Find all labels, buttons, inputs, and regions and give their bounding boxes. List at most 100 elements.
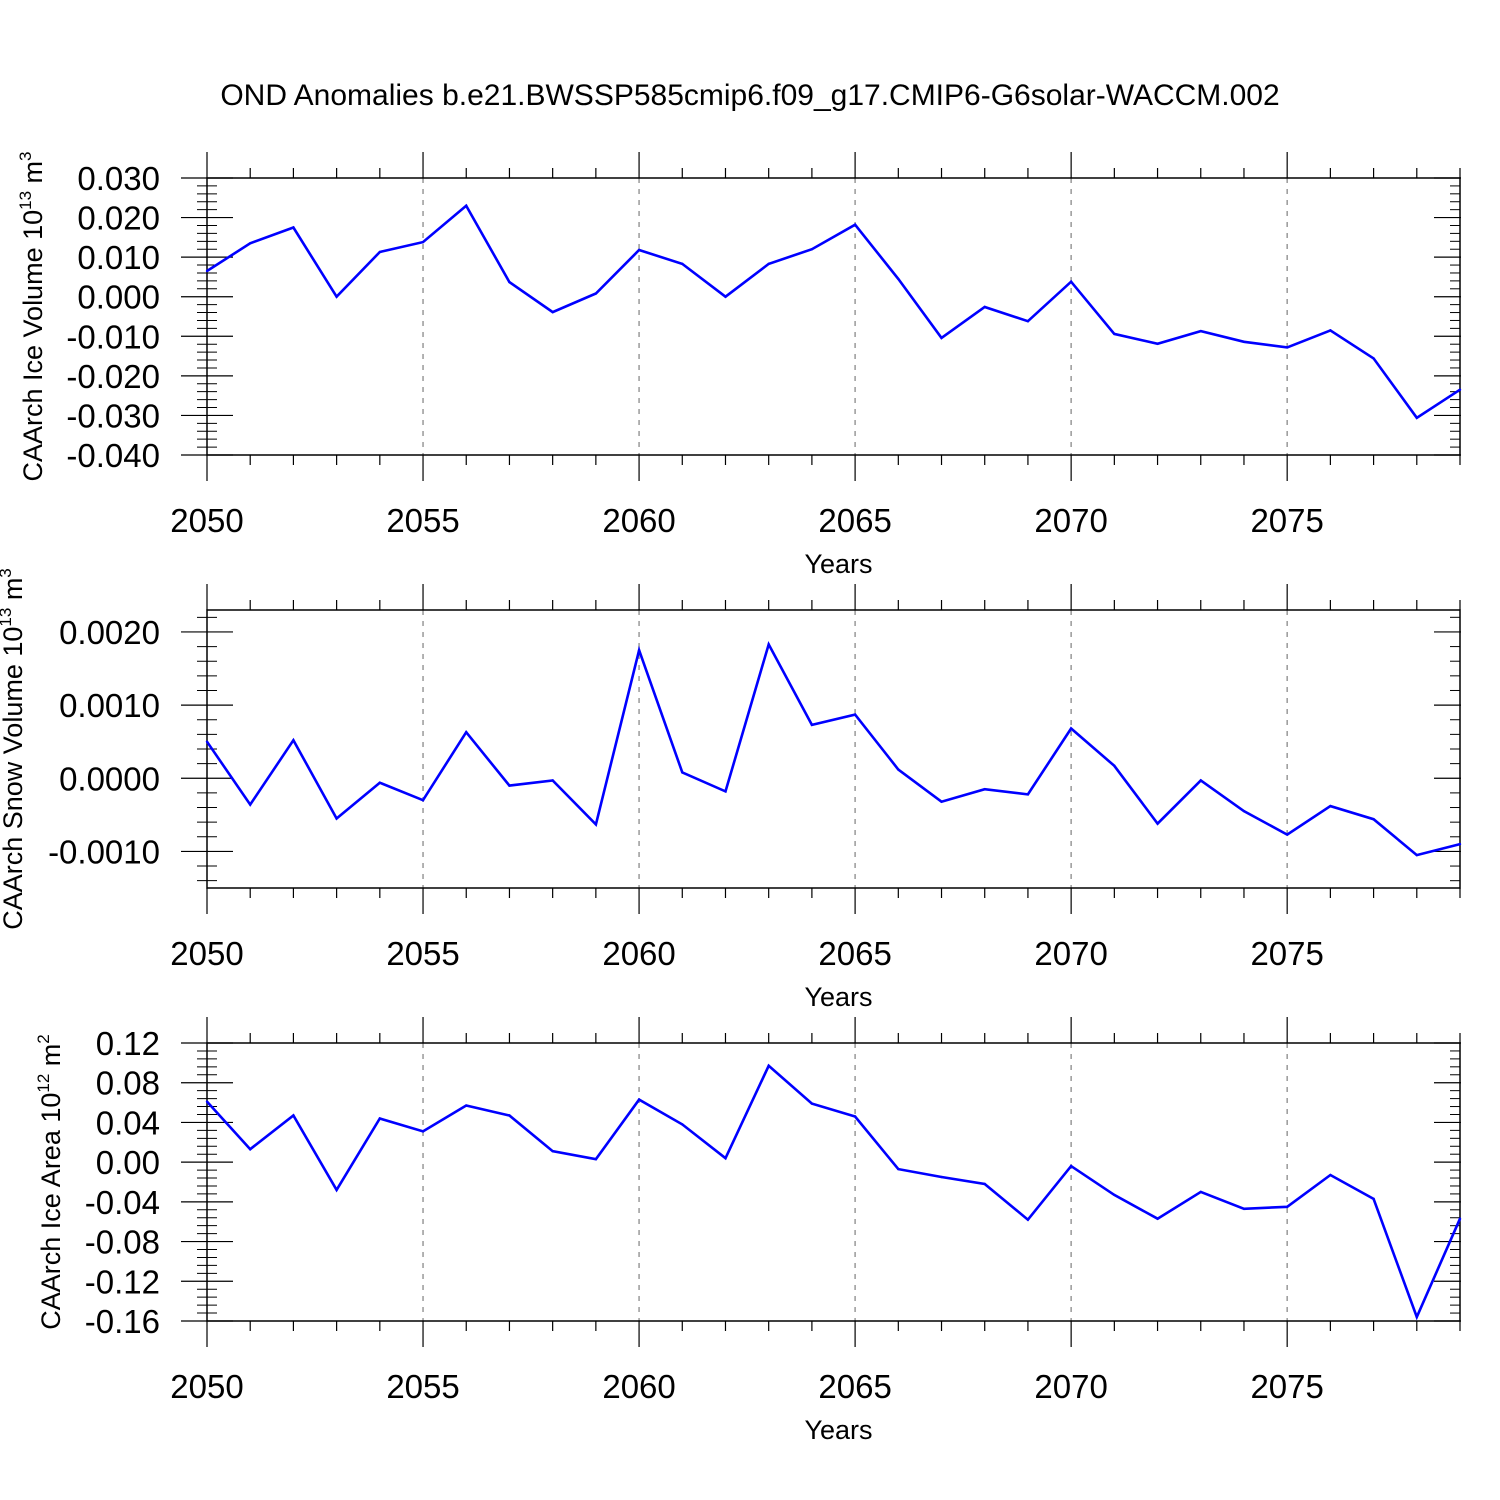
data-point [1199, 779, 1202, 782]
data-point [810, 723, 814, 727]
x-tick-label: 2065 [818, 1368, 891, 1405]
data-point [508, 784, 511, 787]
panel-1: 2050 2055 2060 2065 2070 2075-0.040-0.030-0.0… [16, 151, 1462, 579]
y-tick-label: -0.020 [66, 358, 160, 395]
data-point [1458, 388, 1462, 391]
data-point [810, 1102, 814, 1105]
x-tick-label: 2055 [386, 935, 459, 972]
data-point [335, 1188, 338, 1192]
data-point [897, 277, 900, 281]
data-point [1372, 357, 1375, 360]
data-point [465, 730, 468, 734]
data-point [594, 823, 598, 826]
y-tick-label: 0.020 [77, 200, 160, 237]
y-tick-label: 0.00 [96, 1144, 160, 1181]
x-tick-label: 2075 [1250, 1368, 1323, 1405]
data-point [292, 1114, 295, 1117]
panel-2: 2050 2055 2060 2065 2070 2075 -0.0010 0.0000 0.0… [0, 568, 1462, 1012]
data-point [1372, 1197, 1375, 1201]
x-tick-label: 2070 [1034, 502, 1107, 539]
data-point [1156, 342, 1159, 346]
y-axis-title-superscript: 3 [0, 568, 15, 577]
plot-frame [206, 177, 1461, 456]
data-point [292, 226, 295, 229]
data-point [767, 262, 770, 266]
data-point [767, 643, 770, 646]
y-axis-title: CAArch Ice Area 1012 m2 [34, 1034, 66, 1330]
data-point [594, 292, 598, 295]
data-point [465, 204, 468, 207]
y-axis-title-superscript: 2 [34, 1034, 53, 1043]
data-point [551, 779, 554, 782]
data-point [421, 799, 425, 802]
data-point [1026, 793, 1030, 796]
data-point [292, 739, 295, 742]
data-point [637, 1098, 641, 1101]
y-tick-label: -0.12 [85, 1263, 160, 1300]
y-tick-label: 0.08 [96, 1065, 160, 1102]
y-tick-label: -0.04 [85, 1184, 160, 1221]
data-point [1069, 727, 1073, 730]
data-point [1242, 809, 1246, 813]
data-point [724, 295, 727, 298]
y-tick-label: 0.000 [77, 279, 160, 316]
data-point [1285, 346, 1289, 349]
x-tick-label: 2065 [818, 502, 891, 539]
data-point [1026, 320, 1030, 323]
data-point [1329, 804, 1332, 808]
data-point [1415, 853, 1418, 857]
data-point [1069, 280, 1073, 283]
data-point [1199, 1190, 1202, 1194]
data-point [335, 295, 338, 298]
data-point [1156, 1217, 1159, 1220]
data-point [594, 1157, 598, 1161]
y-axis-title-superscript: 13 [0, 608, 15, 627]
data-point [421, 240, 425, 244]
y-tick-label: 0.0020 [59, 614, 160, 651]
x-tick-label: 2060 [602, 1368, 675, 1405]
y-tick-label: 0.12 [96, 1025, 160, 1062]
y-tick-label: 0.030 [77, 160, 160, 197]
series-line [205, 640, 1461, 857]
data-point [1329, 1173, 1332, 1177]
data-point [378, 1117, 382, 1120]
data-point [810, 248, 814, 251]
y-axis-title-part: m [18, 161, 48, 191]
y-tick-label: 0.04 [96, 1104, 160, 1141]
data-point [767, 1064, 770, 1068]
data-point [637, 248, 641, 252]
y-axis-title-part: m [36, 1044, 66, 1074]
y-axis-title: CAArch Snow Volume 1013 m3 [0, 568, 28, 930]
data-point [853, 1115, 857, 1118]
data-point [205, 1100, 209, 1103]
data-point [1415, 416, 1418, 420]
x-tick-label: 2050 [170, 502, 243, 539]
data-point [1113, 1193, 1116, 1197]
data-point [1372, 818, 1375, 821]
data-point [1242, 340, 1246, 344]
y-tick-label: -0.040 [66, 437, 160, 474]
y-axis-title-part: CAArch Ice Volume 10 [18, 210, 48, 482]
y-tick-label: -0.010 [66, 318, 160, 355]
data-point [508, 1114, 511, 1117]
data-point [637, 649, 641, 652]
data-point [205, 269, 209, 273]
data-point [1026, 1218, 1030, 1221]
data-point [940, 800, 943, 803]
data-point [897, 1167, 900, 1171]
x-tick-label: 2065 [818, 935, 891, 972]
data-point [205, 740, 209, 743]
x-tick-label: 2050 [170, 1368, 243, 1405]
y-tick-label: -0.0010 [48, 833, 160, 870]
y-tick-label: 0.010 [77, 239, 160, 276]
data-point [983, 788, 986, 791]
data-point [724, 1156, 727, 1160]
data-point [378, 250, 382, 254]
x-axis-title: Years [804, 1415, 872, 1445]
y-axis-title: CAArch Ice Volume 1013 m3 [16, 151, 48, 481]
y-axis-title-part: CAArch Snow Volume 10 [0, 627, 28, 930]
data-point [1199, 329, 1202, 333]
x-tick-label: 2070 [1034, 1368, 1107, 1405]
data-point [551, 1150, 554, 1153]
